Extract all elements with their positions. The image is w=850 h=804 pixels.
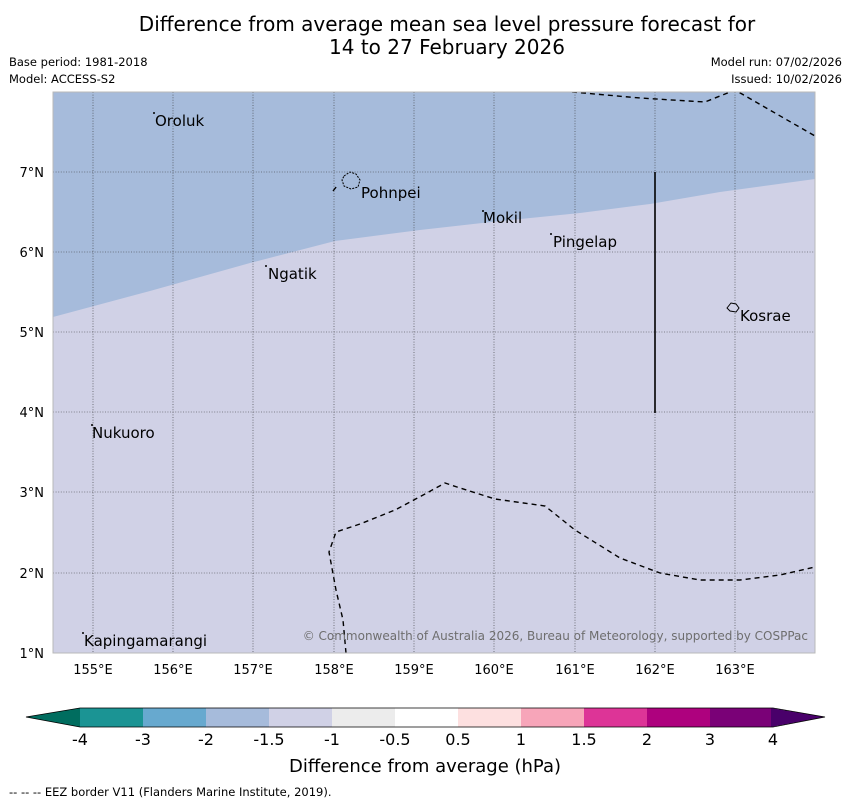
atoll-markers xyxy=(82,112,552,634)
map-plot-area: Oroluk Pohnpei Mokil Pingelap Ngatik Kos… xyxy=(53,92,815,653)
colorbar-tick-label: 4 xyxy=(768,730,778,749)
lon-tick-163: 163°E xyxy=(715,663,755,678)
colorbar-tick-label: -0.5 xyxy=(379,730,410,749)
lat-tick-1: 1°N xyxy=(20,647,45,662)
colorbar-swatch xyxy=(521,708,584,727)
colorbar-tick-label: 1.5 xyxy=(571,730,596,749)
colorbar-swatch xyxy=(395,708,458,727)
graticule xyxy=(53,92,815,653)
eez-border-pohnpei-stub xyxy=(332,185,338,192)
eez-border-north xyxy=(571,92,815,137)
place-kosrae: Kosrae xyxy=(740,307,791,325)
colorbar-tick-label: -1.5 xyxy=(253,730,284,749)
lat-tick-4: 4°N xyxy=(20,406,45,421)
copyright-notice: © Commonwealth of Australia 2026, Bureau… xyxy=(303,629,808,643)
lon-tick-162: 162°E xyxy=(635,663,675,678)
mokil-marker xyxy=(482,210,484,212)
colorbar-tick-label: 0.5 xyxy=(445,730,470,749)
place-pingelap: Pingelap xyxy=(553,233,617,251)
lon-tick-156: 156°E xyxy=(153,663,193,678)
colorbar-label: Difference from average (hPa) xyxy=(289,756,561,777)
pingelap-marker xyxy=(550,233,552,235)
colorbar-tick-label: -4 xyxy=(72,730,88,749)
longitude-ticks: 155°E 156°E 157°E 158°E 159°E 160°E 161°… xyxy=(73,663,755,678)
colorbar-tick-labels: -4 -3 -2 -1.5 -1 -0.5 0.5 1 1.5 2 3 4 xyxy=(72,730,778,749)
colorbar-swatch xyxy=(143,708,206,727)
kosrae-island-shape xyxy=(726,302,740,313)
lat-tick-6: 6°N xyxy=(20,246,45,261)
meta-left: Base period: 1981-2018 Model: ACCESS-S2 xyxy=(9,54,148,88)
kapingamarangi-marker xyxy=(82,632,84,634)
colorbar-swatch xyxy=(710,708,773,727)
oroluk-marker xyxy=(153,112,155,114)
map-frame xyxy=(52,91,816,654)
colorbar-swatch xyxy=(269,708,332,727)
lon-tick-157: 157°E xyxy=(233,663,273,678)
colorbar-tick-label: -1 xyxy=(324,730,340,749)
colorbar-tick-label: 1 xyxy=(516,730,526,749)
place-ngatik: Ngatik xyxy=(268,265,317,283)
title-line-1: Difference from average mean sea level p… xyxy=(138,12,756,36)
lat-tick-3: 3°N xyxy=(20,486,45,501)
colorbar-segments xyxy=(80,708,773,727)
eez-footnote: -- -- -- EEZ border V11 (Flanders Marine… xyxy=(9,785,332,799)
lon-tick-160: 160°E xyxy=(474,663,514,678)
place-kapingamarangi: Kapingamarangi xyxy=(84,632,207,650)
latitude-ticks: 7°N 6°N 5°N 4°N 3°N 2°N 1°N xyxy=(20,166,45,662)
colorbar-swatch xyxy=(80,708,143,727)
base-period: Base period: 1981-2018 xyxy=(9,55,148,69)
eez-border-south xyxy=(328,482,815,653)
lat-tick-5: 5°N xyxy=(20,326,45,341)
meta-right: Model run: 07/02/2026 Issued: 10/02/2026 xyxy=(711,54,842,88)
nukuoro-marker xyxy=(91,424,93,426)
lat-tick-2: 2°N xyxy=(20,567,45,582)
colorbar-left-extension xyxy=(26,708,80,727)
colorbar xyxy=(25,707,826,728)
colorbar-swatch xyxy=(458,708,521,727)
title-line-2: 14 to 27 February 2026 xyxy=(329,35,565,59)
place-oroluk: Oroluk xyxy=(155,112,204,130)
place-nukuoro: Nukuoro xyxy=(92,424,155,442)
colorbar-swatch xyxy=(647,708,710,727)
lon-tick-159: 159°E xyxy=(394,663,434,678)
colorbar-tick-label: 3 xyxy=(705,730,715,749)
pohnpei-island-shape xyxy=(341,171,361,190)
colorbar-swatch xyxy=(584,708,647,727)
colorbar-tick-label: -3 xyxy=(135,730,151,749)
shading-south-region xyxy=(53,179,815,653)
eez-borders xyxy=(328,92,815,653)
lon-tick-155: 155°E xyxy=(73,663,113,678)
colorbar-swatch xyxy=(332,708,395,727)
place-labels: Oroluk Pohnpei Mokil Pingelap Ngatik Kos… xyxy=(84,112,791,650)
colorbar-outline xyxy=(25,707,826,728)
lon-tick-158: 158°E xyxy=(314,663,354,678)
place-mokil: Mokil xyxy=(483,209,522,227)
colorbar-tick-label: -2 xyxy=(198,730,214,749)
colorbar-right-extension xyxy=(771,708,825,727)
lon-tick-161: 161°E xyxy=(555,663,595,678)
colorbar-swatch xyxy=(206,708,269,727)
place-pohnpei: Pohnpei xyxy=(361,184,421,202)
issued-date: Issued: 10/02/2026 xyxy=(731,72,842,86)
lat-tick-7: 7°N xyxy=(20,166,45,181)
model-run: Model run: 07/02/2026 xyxy=(710,55,842,69)
model-name: Model: ACCESS-S2 xyxy=(9,72,116,86)
chart-title: Difference from average mean sea level p… xyxy=(0,13,850,59)
ngatik-marker xyxy=(265,265,267,267)
colorbar-tick-label: 2 xyxy=(642,730,652,749)
